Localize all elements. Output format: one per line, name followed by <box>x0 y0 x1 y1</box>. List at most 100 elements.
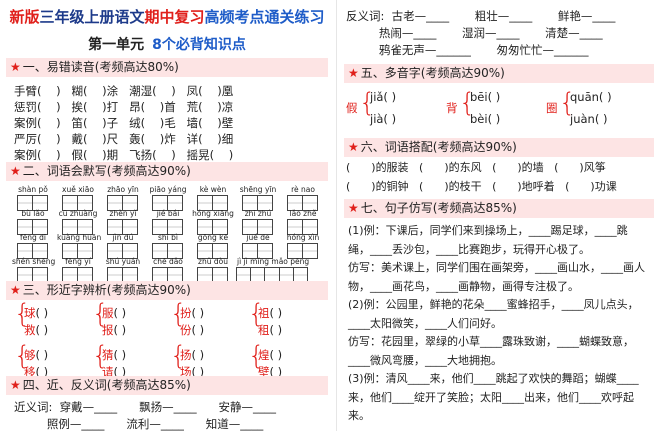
reading: jiǎ( ) <box>370 90 397 104</box>
brace: { <box>359 88 376 118</box>
write-box <box>122 219 138 235</box>
blank: ( ) <box>191 323 205 337</box>
heading-text: 五、多音字(考频高达90%) <box>360 66 505 80</box>
similar-char: 服( ) <box>102 305 126 321</box>
pinyin-cell: cū zhuàng <box>57 209 99 235</box>
blank: ( ) <box>35 306 49 320</box>
collocation-row: ( )的铜钟 ( )的枝干 ( )地呼着 ( )功课 <box>346 180 617 193</box>
reading: juàn( ) <box>570 112 608 126</box>
pinyin: kuàng huān <box>57 233 102 242</box>
poly-char: 假 <box>346 101 358 115</box>
write-boxes <box>147 243 189 259</box>
reading: bēi( ) <box>470 90 501 104</box>
similar-char: 场( ) <box>180 364 204 380</box>
write-box <box>302 243 318 259</box>
blank: ( ) <box>269 348 283 362</box>
pinyin: shàn pǒ <box>18 185 48 194</box>
collocation-row: ( )的服装 ( )的东风 ( )的墙 ( )风筝 <box>346 161 606 174</box>
poly-char: 背 <box>446 101 458 115</box>
write-boxes <box>57 219 99 235</box>
antonym-row: 热闹—____ 湿润—____ 清楚—____ <box>346 26 603 40</box>
similar-char: 请( ) <box>102 364 126 380</box>
write-boxes <box>57 243 99 259</box>
brace: { <box>14 341 31 371</box>
pinyin-cell: fēng yí <box>57 257 99 283</box>
heading-text: 四、近、反义词(考频高达85%) <box>22 378 191 392</box>
write-boxes <box>192 219 234 235</box>
pinyin-cell: shī bì <box>147 233 189 259</box>
brace: { <box>170 341 187 371</box>
pinyin: lǎo zhě <box>289 209 317 218</box>
char: 猜 <box>102 348 114 362</box>
section-heading: ★ 二、词语会默写(考频高达90%) <box>6 162 328 181</box>
char: 租 <box>258 323 270 337</box>
imitation-text: (2)例：公园里，鲜艳的花朵____蜜蜂招手，____凤儿点头，____太阳微笑… <box>348 298 639 330</box>
pinyin-cell: piāo yáng <box>147 185 189 211</box>
char: 球 <box>24 306 36 320</box>
heading-text: 三、形近字辨析(考频高达90%) <box>22 283 191 297</box>
char: 服 <box>102 306 114 320</box>
blank: ( ) <box>113 348 127 362</box>
left-column: 新版三年级上册语文期中复习高频考点通关练习 第一单元 8个必背知识点 ★ 一、易错读音(… <box>6 8 328 431</box>
synonym-row: 近义词: 穿戴—____ 飘扬—____ 安静—____ <box>14 400 277 414</box>
imitation-text: (3)例：清风____来，他们____跳起了欢快的舞蹈；蝴蝶____来，他们__… <box>348 372 639 422</box>
pinyin-cell: bù lǎo <box>12 209 54 235</box>
pinyin-cell: shén shēng <box>12 257 55 283</box>
pinyin-cell: zhèn yǐ <box>102 209 144 235</box>
title-part: 期中复习 <box>144 8 205 26</box>
pinyin-cell: shàn pǒ <box>12 185 54 211</box>
blank: ( ) <box>191 306 205 320</box>
pinyin-cell: zhāo yīn <box>102 185 144 211</box>
brace: { <box>459 88 476 118</box>
pinyin-cell: kuàng huān <box>57 233 102 259</box>
pinyin: shēng yīn <box>239 185 277 194</box>
blank: ( ) <box>113 365 127 379</box>
pinyin: xuě xiāo <box>62 185 94 194</box>
pinyin: jìn dú <box>112 233 134 242</box>
write-boxes <box>147 219 189 235</box>
brace: { <box>14 299 31 329</box>
reading-row: 案例( ) 假( )期 飞扬( ) 摇晃( ) <box>14 148 234 162</box>
pinyin: fēng yí <box>65 257 91 266</box>
section-heading: ★ 一、易错读音(考频高达80%) <box>6 58 328 77</box>
brace: { <box>559 88 576 118</box>
char: 移 <box>24 365 36 379</box>
star-icon: ★ <box>10 164 21 178</box>
write-box <box>122 243 138 259</box>
brace: { <box>170 299 187 329</box>
pinyin-cell: zhǔ dòu <box>192 257 234 283</box>
write-box <box>167 195 183 211</box>
similar-char: 救( ) <box>24 322 48 338</box>
pinyin: zhèn yǐ <box>109 209 137 218</box>
reading-row: 手臂( ) 糊( )涂 潮湿( ) 凤( )凰 <box>14 84 234 98</box>
similar-char: 份( ) <box>180 322 204 338</box>
heading-text: 二、词语会默写(考频高达90%) <box>22 164 191 178</box>
char: 报 <box>102 323 114 337</box>
right-column: 反义词: 古老—____ 粗壮—____ 鲜艳—____ 热闹—____ 湿润—… <box>340 0 656 431</box>
pinyin-cell: jì jì míng mǎo pēng <box>236 257 310 283</box>
pinyin-cell: hóng xìn <box>282 233 324 259</box>
pinyin-cell: fēng dī <box>12 233 54 259</box>
write-box <box>32 195 48 211</box>
pinyin: jué de <box>246 233 270 242</box>
write-boxes <box>282 219 324 235</box>
pinyin: rè nao <box>291 185 315 194</box>
char: 请 <box>102 365 114 379</box>
pinyin-cell: rè nao <box>282 185 324 211</box>
blank: ( ) <box>269 306 283 320</box>
title-part: 三年级上册语文 <box>39 8 145 26</box>
subtitle-part: 第一单元 <box>88 37 145 53</box>
write-boxes <box>237 219 279 235</box>
heading-text: 一、易错读音(考频高达80%) <box>22 60 179 74</box>
char: 扬 <box>180 348 192 362</box>
pinyin-cell: chē dǎo <box>147 257 189 283</box>
blank: ( ) <box>191 348 205 362</box>
pinyin-cell: zhī zhú <box>237 209 279 235</box>
similar-char: 报( ) <box>102 322 126 338</box>
pinyin: jì jì míng mǎo pēng <box>237 257 310 266</box>
write-boxes <box>282 243 324 259</box>
brace: { <box>92 299 109 329</box>
write-boxes <box>282 195 324 211</box>
write-box <box>167 219 183 235</box>
